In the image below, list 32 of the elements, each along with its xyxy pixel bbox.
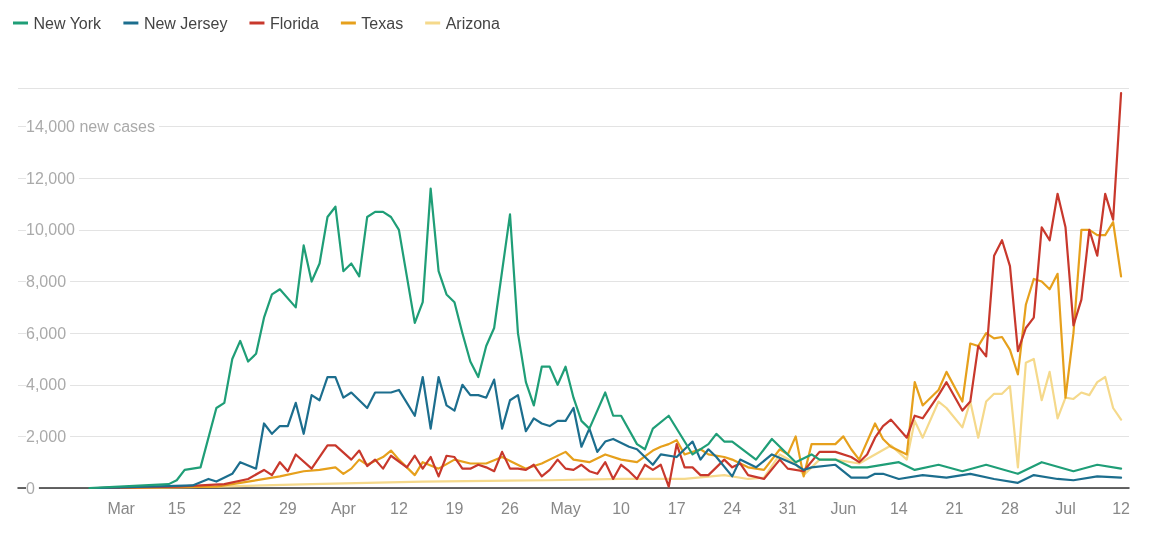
- legend-label: Arizona: [445, 14, 501, 32]
- y-tick-label: 10,000: [26, 221, 76, 239]
- x-tick-label: Mar: [107, 499, 136, 517]
- x-tick-label: 12: [1112, 499, 1131, 517]
- x-tick-label: 10: [612, 499, 631, 517]
- x-tick-label: 12: [390, 499, 408, 517]
- y-tick-label: 4,000: [26, 376, 67, 394]
- x-tick-label: 14: [889, 499, 908, 517]
- x-tick-label: 19: [445, 499, 464, 517]
- x-tick-label: 17: [667, 499, 686, 517]
- y-tick-label: 6,000: [26, 324, 67, 342]
- legend-label: Florida: [269, 14, 319, 32]
- x-tick-label: 15: [167, 499, 186, 517]
- x-tick-label: May: [550, 499, 581, 517]
- legend-label: Texas: [361, 14, 404, 32]
- legend-label: New York: [33, 14, 103, 32]
- x-tick-label: 24: [723, 499, 742, 517]
- x-tick-label: Jul: [1055, 499, 1076, 517]
- x-tick-label: 28: [1001, 499, 1019, 517]
- x-tick-label: Jun: [830, 499, 857, 517]
- y-tick-label: 0: [26, 479, 35, 497]
- x-tick-label: 21: [945, 499, 964, 517]
- y-tick-label: 2,000: [26, 427, 67, 445]
- x-tick-label: 29: [278, 499, 297, 517]
- x-tick-label: 31: [778, 499, 797, 517]
- x-tick-label: Apr: [330, 499, 357, 517]
- y-tick-label: 12,000: [26, 169, 76, 187]
- legend-label: New Jersey: [143, 14, 228, 32]
- x-tick-label: 26: [501, 499, 520, 517]
- y-tick-label: 8,000: [26, 273, 67, 291]
- y-tick-label: 14,000 new cases: [26, 118, 155, 136]
- x-tick-label: 22: [223, 499, 242, 517]
